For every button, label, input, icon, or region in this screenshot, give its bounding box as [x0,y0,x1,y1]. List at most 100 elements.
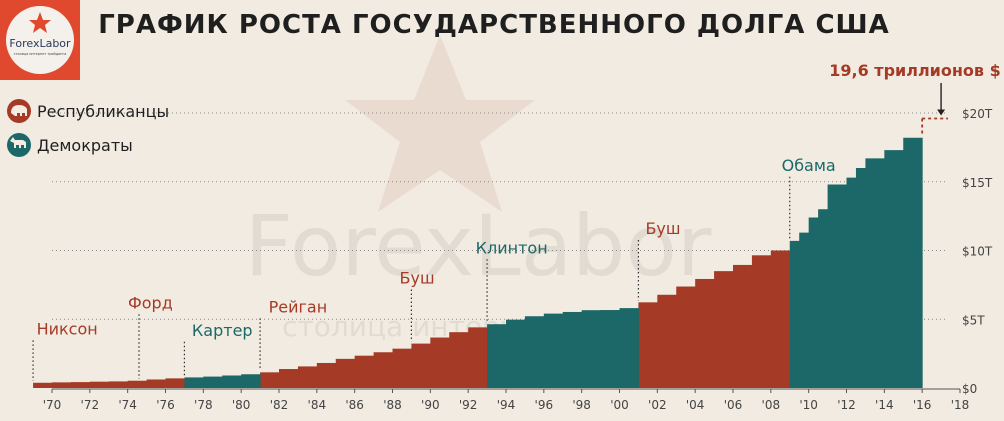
president-label: Буш [645,219,680,238]
x-tick-label: '18 [951,398,970,412]
y-tick-label: $20T [962,107,993,121]
axis-layer: $0 $5T $10T $15T $20T '70 '72 '74 '76 '78 '80 '82 '8… [43,107,993,412]
president-label: Обама [782,156,836,175]
debt-bar [89,381,110,388]
x-tick-label: '86 [345,398,364,412]
debt-bar [449,332,469,388]
debt-bar [279,369,299,388]
debt-bar [297,366,318,388]
debt-bar [487,324,507,388]
forexlabor-logo: ForexLabor столица интернет трейдинга [0,0,80,80]
debt-bar [733,264,753,388]
x-tick-label: '16 [913,398,932,412]
debt-bar [316,362,337,388]
debt-bar [846,177,857,388]
debt-bar [203,376,223,388]
x-tick-label: '08 [762,398,781,412]
x-tick-label: '70 [43,398,62,412]
president-labels: Никсон Форд Картер Рейган Буш Клинтон Буш Обама [32,156,836,381]
legend-item-republicans: Республиканцы [7,99,169,123]
president-label: Рейган [269,297,328,316]
bars-layer [33,137,923,388]
president-label: Клинтон [476,238,548,257]
debt-bar [335,358,356,388]
x-tick-label: '84 [308,398,327,412]
debt-bar [146,379,166,388]
legend-item-democrats: Демократы [7,133,133,157]
debt-bar [600,310,620,388]
debt-bar [808,217,819,388]
logo-star-icon [29,12,51,33]
y-tick-label: $15T [962,176,993,190]
debt-bar [524,316,545,388]
debt-bar [108,381,129,388]
annotation-label: 19,6 триллионов $ [829,61,1001,80]
x-tick-label: '94 [497,398,516,412]
debt-bar [818,209,829,388]
legend-label: Республиканцы [37,102,169,121]
grid-layer [52,112,948,320]
debt-bar [638,302,658,388]
x-tick-label: '12 [837,398,856,412]
debt-bar [562,311,583,388]
debt-bar [392,348,412,388]
debt-bar [430,337,450,388]
president-label: Буш [400,269,435,288]
debt-bar [184,377,204,388]
annotation-layer: 19,6 триллионов $ [829,61,1001,137]
legend: Республиканцы Демократы [7,99,169,157]
x-tick-label: '04 [686,398,705,412]
x-tick-label: '10 [799,398,818,412]
debt-bar [581,310,602,388]
x-tick-label: '76 [156,398,175,412]
watermark-star-icon [345,35,535,212]
debt-bar [855,168,866,388]
debt-bar [827,184,847,388]
x-tick-label: '02 [648,398,667,412]
x-tick-label: '78 [194,398,213,412]
president-label: Картер [192,321,253,340]
x-tick-label: '74 [118,398,137,412]
debt-bar [676,286,696,388]
logo-tagline: столица интернет трейдинга [14,52,67,56]
debt-bar [260,372,280,388]
debt-bar [70,382,91,388]
x-tick-label: '88 [383,398,402,412]
debt-bar [714,271,734,388]
x-tick-label: '14 [875,398,894,412]
chart-title: ГРАФИК РОСТА ГОСУДАРСТВЕННОГО ДОЛГА США [98,10,890,40]
debt-bar [884,150,904,388]
x-tick-label: '06 [724,398,743,412]
debt-bar [751,255,772,388]
debt-bar [52,382,72,388]
x-tick-label: '80 [232,398,251,412]
x-tick-label: '00 [610,398,629,412]
debt-bar [468,327,488,388]
debt-bar [411,343,431,388]
watermark-brand: ForexLabor [245,197,712,295]
debt-bar [770,250,791,388]
legend-label: Демократы [37,136,133,155]
logo-circle [6,6,74,74]
debt-bar [222,375,242,388]
debt-bar [373,352,393,388]
debt-bar [619,308,639,388]
debt-bar [127,380,148,388]
annotation-arrow-head-icon [937,109,946,116]
debt-bar [543,313,564,388]
x-tick-label: '96 [535,398,554,412]
debt-bar [657,294,677,388]
debt-bar [241,374,261,388]
debt-bar [799,232,810,388]
x-tick-label: '82 [270,398,289,412]
y-tick-label: $10T [962,245,993,259]
president-label: Форд [128,293,173,312]
debt-bar [865,158,885,388]
debt-bar [695,278,715,388]
x-tick-label: '72 [81,398,100,412]
president-label: Никсон [37,319,98,338]
x-tick-label: '90 [421,398,440,412]
debt-bar [33,382,53,388]
